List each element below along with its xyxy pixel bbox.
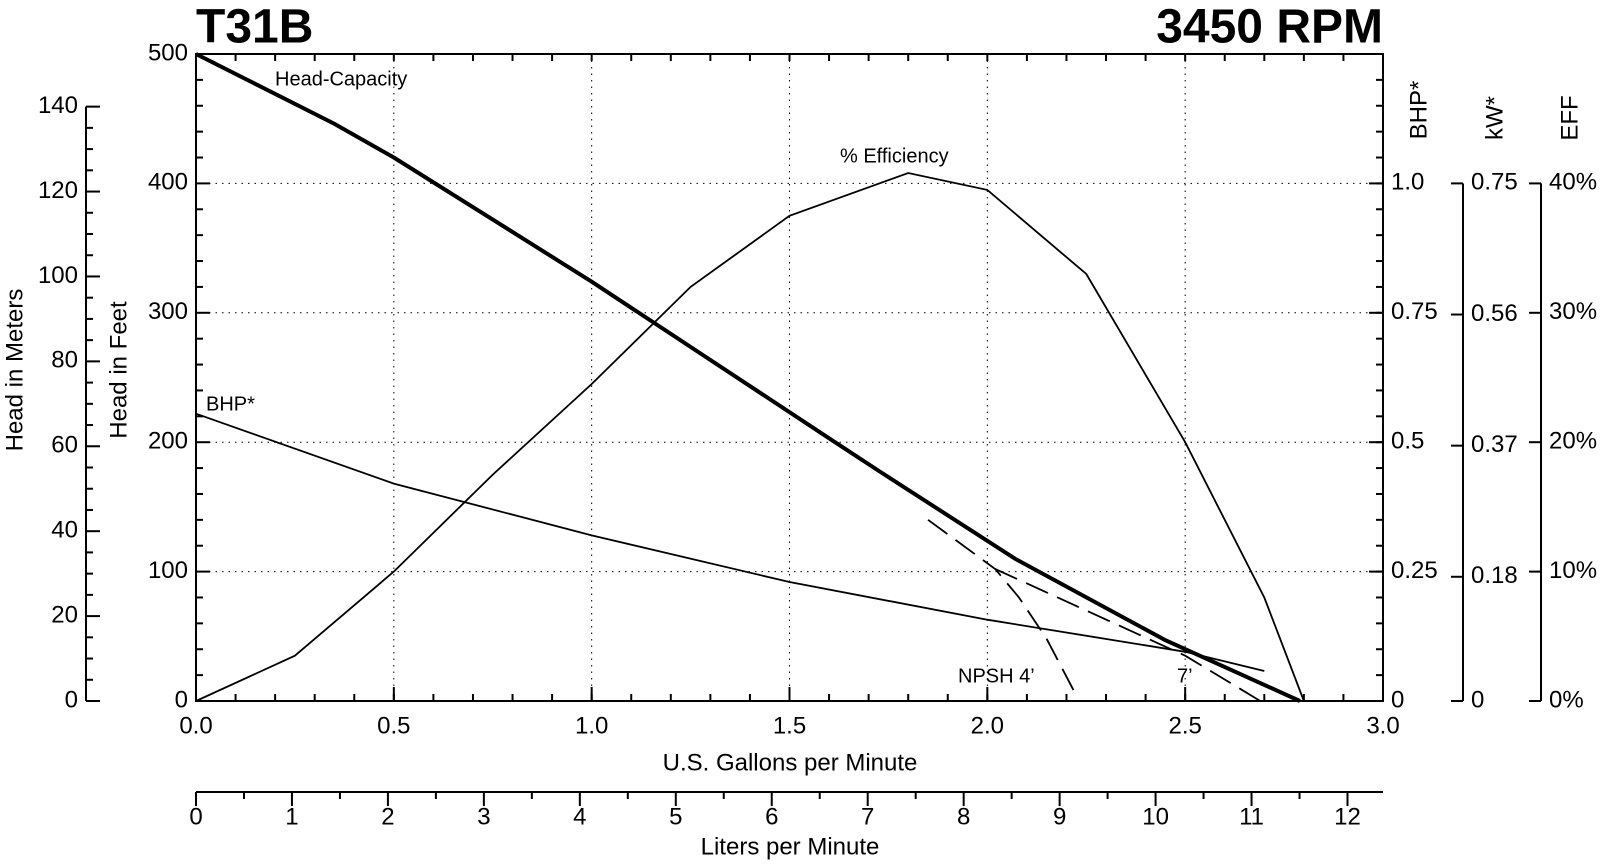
meters-tick-label: 140 bbox=[38, 92, 78, 119]
feet-tick-label: 200 bbox=[148, 428, 188, 455]
x2-tick-label: 3 bbox=[477, 803, 490, 830]
x-tick-label: 3.0 bbox=[1366, 712, 1399, 739]
kw-tick-label: 0.18 bbox=[1471, 562, 1518, 589]
x2-axis-title: Liters per Minute bbox=[701, 833, 880, 860]
x-tick-label: 1.0 bbox=[575, 712, 608, 739]
x2-tick-label: 4 bbox=[573, 803, 586, 830]
meters-tick-label: 120 bbox=[38, 177, 78, 204]
eff-tick-label: 0% bbox=[1549, 686, 1584, 713]
kw-tick-label: 0.56 bbox=[1471, 300, 1518, 327]
eff-tick-label: 10% bbox=[1549, 557, 1597, 584]
series-line bbox=[195, 412, 1265, 672]
series-label: % Efficiency bbox=[840, 145, 949, 167]
bhp-axis-title: BHP* bbox=[1405, 81, 1432, 140]
x2-tick-label: 7 bbox=[861, 803, 874, 830]
x2-tick-label: 2 bbox=[381, 803, 394, 830]
meters-tick-label: 40 bbox=[51, 517, 78, 544]
plot-frame bbox=[195, 53, 1384, 702]
x-axis-title: U.S. Gallons per Minute bbox=[663, 749, 918, 776]
x-tick-label: 2.0 bbox=[971, 712, 1004, 739]
x2-tick-label: 9 bbox=[1053, 803, 1066, 830]
meters-tick-label: 100 bbox=[38, 262, 78, 289]
series-line bbox=[195, 172, 1305, 702]
kw-tick-label: 0 bbox=[1471, 686, 1484, 713]
series-label: Head-Capacity bbox=[275, 68, 407, 90]
feet-tick-label: 400 bbox=[148, 169, 188, 196]
meters-tick-label: 20 bbox=[51, 601, 78, 628]
x2-tick-label: 6 bbox=[765, 803, 778, 830]
bhp-tick-label: 0.75 bbox=[1391, 298, 1438, 325]
eff-tick-label: 30% bbox=[1549, 298, 1597, 325]
eff-tick-label: 40% bbox=[1549, 169, 1597, 196]
x2-tick-label: 12 bbox=[1334, 803, 1361, 830]
bhp-tick-label: 1.0 bbox=[1391, 169, 1424, 196]
x-tick-label: 0.0 bbox=[179, 712, 212, 739]
chart-subtitle: 3450 RPM bbox=[1156, 1, 1383, 54]
kw-axis-title: kW* bbox=[1481, 96, 1508, 140]
x2-tick-label: 5 bbox=[669, 803, 682, 830]
bhp-tick-label: 0.5 bbox=[1391, 428, 1424, 455]
feet-tick-label: 500 bbox=[148, 39, 188, 66]
series-label: NPSH 4’ bbox=[958, 665, 1035, 687]
series-label: 7’ bbox=[1177, 665, 1193, 687]
eff-axis-title: EFF bbox=[1556, 95, 1583, 140]
kw-tick-label: 0.37 bbox=[1471, 431, 1518, 458]
series-line bbox=[927, 519, 1076, 693]
x2-tick-label: 11 bbox=[1239, 803, 1264, 830]
meters-tick-label: 80 bbox=[51, 347, 78, 374]
series-label: BHP* bbox=[206, 393, 255, 415]
series-line bbox=[994, 568, 1261, 702]
feet-axis-title: Head in Feet bbox=[105, 301, 132, 439]
eff-tick-label: 20% bbox=[1549, 428, 1597, 455]
feet-tick-label: 100 bbox=[148, 557, 188, 584]
bhp-tick-label: 0.25 bbox=[1391, 557, 1438, 584]
x2-tick-label: 1 bbox=[285, 803, 298, 830]
chart-title: T31B bbox=[196, 1, 313, 54]
feet-tick-label: 300 bbox=[148, 298, 188, 325]
meters-tick-label: 60 bbox=[51, 432, 78, 459]
feet-tick-label: 0 bbox=[175, 686, 188, 713]
series-line bbox=[195, 52, 1301, 703]
x2-tick-label: 0 bbox=[189, 803, 202, 830]
bhp-tick-label: 0 bbox=[1391, 686, 1404, 713]
kw-tick-label: 0.75 bbox=[1471, 169, 1518, 196]
x-tick-label: 1.5 bbox=[773, 712, 806, 739]
x-tick-label: 2.5 bbox=[1168, 712, 1201, 739]
x2-tick-label: 10 bbox=[1142, 803, 1169, 830]
x-tick-label: 0.5 bbox=[377, 712, 410, 739]
meters-tick-label: 0 bbox=[65, 686, 78, 713]
x2-tick-label: 8 bbox=[957, 803, 970, 830]
meters-axis-title: Head in Meters bbox=[1, 289, 28, 452]
